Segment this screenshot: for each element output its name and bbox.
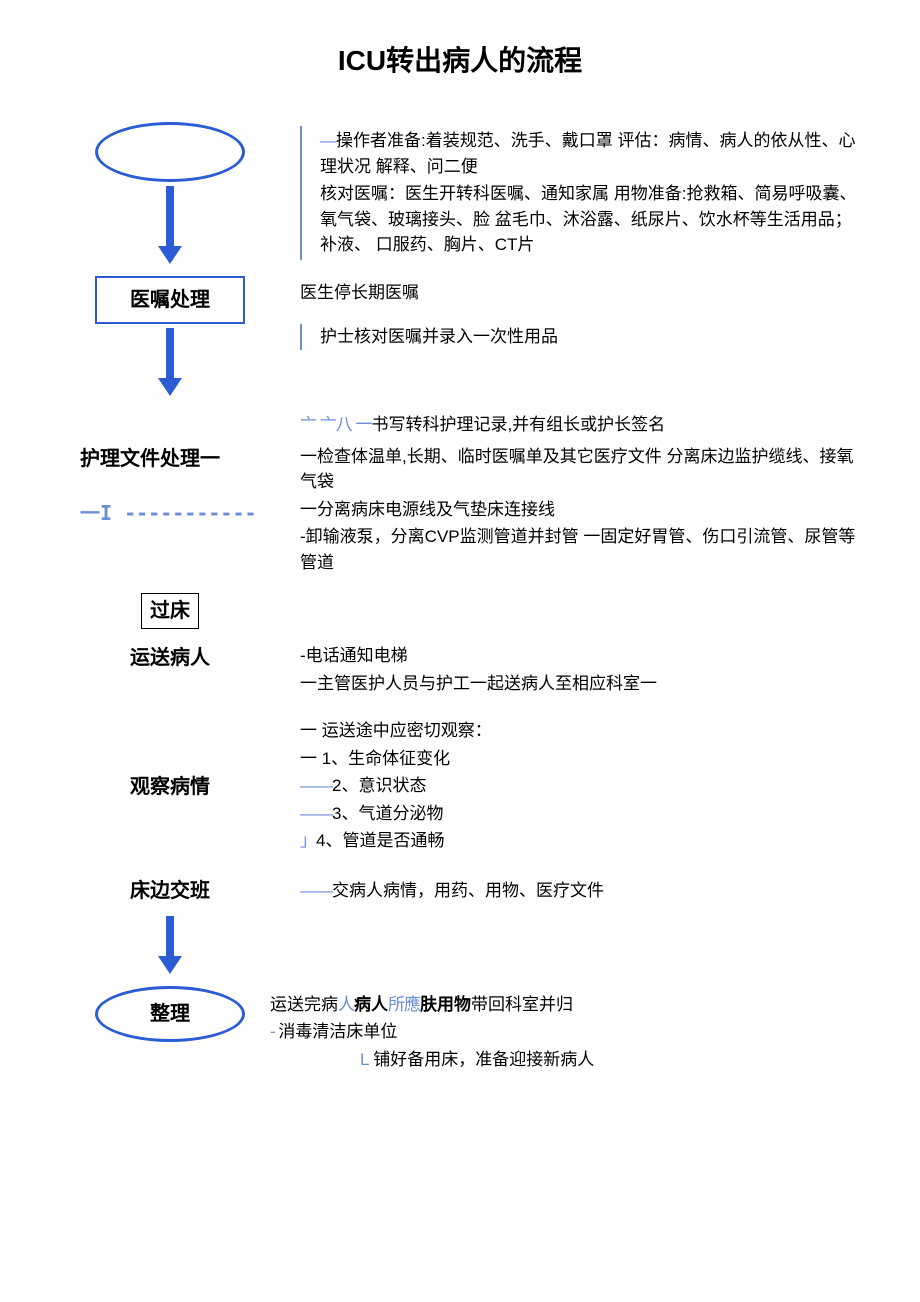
observe-label: 观察病情 [130, 766, 210, 808]
step-2: 医嘱处理 医生停长期医嘱 护士核对医嘱并录入一次性用品 [60, 276, 860, 400]
step-5-details: -电话通知电梯 一主管医护人员与护工一起送病人至相应科室一 [300, 643, 860, 696]
step-2-detail-bottom: 护士核对医嘱并录入一次性用品 [320, 324, 558, 350]
page-title: ICU转出病人的流程 [60, 40, 860, 82]
step-8-details: 运送完病人病人所應肤用物带回科室并归 - 消毒清洁床单位 L 铺好备用床，准备迎… [270, 992, 860, 1073]
step-3-pre: 亠 亠八 一书写转科护理记录,并有组长或护长签名 [60, 408, 860, 438]
brace-icon [300, 324, 314, 350]
transfer-bed-box: 过床 [141, 593, 199, 629]
step-6: 观察病情 一 运送途中应密切观察： 一 1、生命体征变化 ————2、意识状态2… [60, 712, 860, 856]
step-5: 运送病人 -电话通知电梯 一主管医护人员与护工一起送病人至相应科室一 [60, 637, 860, 698]
transport-label: 运送病人 [130, 637, 210, 679]
start-ellipse [95, 122, 245, 182]
step-7-detail: ——交病人病情，用药、用物、医疗文件 [300, 878, 860, 904]
arrow-1 [158, 182, 182, 268]
step-4: 过床 [60, 593, 860, 629]
handover-label: 床边交班 [130, 870, 210, 912]
step-1-details: —操作者准备:着装规范、洗手、戴口罩 评估：病情、病人的依从性、心理状况 解释、… [320, 126, 860, 260]
arrow-7 [158, 912, 182, 978]
step-3-details: 一检查体温单,长期、临时医嘱单及其它医疗文件 分离床边监护缆线、接氧气袋 一分离… [300, 444, 860, 576]
step-7: 床边交班 ——交病人病情，用药、用物、医疗文件 [60, 870, 860, 978]
step-8: 整理 运送完病人病人所應肤用物带回科室并归 - 消毒清洁床单位 L 铺好备用床，… [60, 986, 860, 1075]
arrow-2 [158, 324, 182, 400]
order-processing-box: 医嘱处理 [95, 276, 245, 324]
step-6-details: 一 运送途中应密切观察： 一 1、生命体征变化 ————2、意识状态2、意识状态… [300, 718, 860, 854]
connector-marker: 一I ----------- [80, 498, 257, 528]
step-3: 护理文件处理一 一I ----------- 一检查体温单,长期、临时医嘱单及其… [60, 438, 860, 578]
nursing-doc-label: 护理文件处理一 [80, 438, 220, 480]
step-2-detail-top: 医生停长期医嘱 [300, 280, 860, 306]
brace-icon [300, 126, 314, 260]
flowchart: —操作者准备:着装规范、洗手、戴口罩 评估：病情、病人的依从性、心理状况 解释、… [60, 122, 860, 1074]
step-1: —操作者准备:着装规范、洗手、戴口罩 评估：病情、病人的依从性、心理状况 解释、… [60, 122, 860, 268]
cleanup-ellipse: 整理 [95, 986, 245, 1042]
